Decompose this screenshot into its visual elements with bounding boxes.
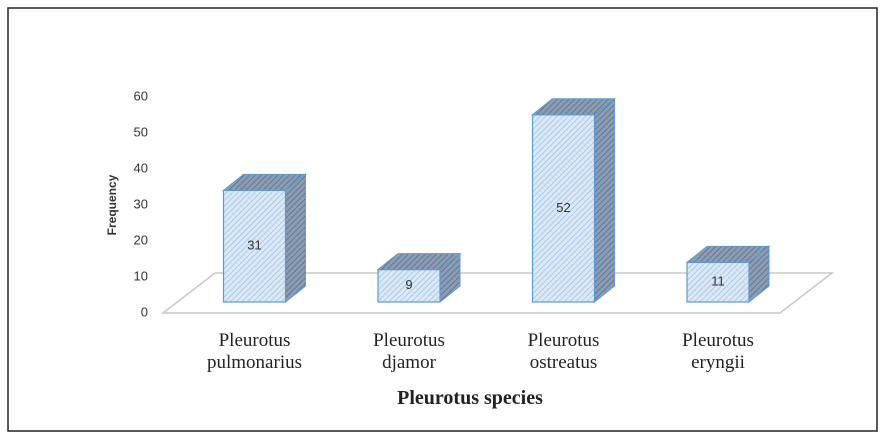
frame	[7, 7, 878, 432]
y-tick-label: 50	[134, 124, 148, 139]
bar-side	[439, 252, 461, 304]
data-label: 9	[405, 277, 412, 292]
y-tick-label: 30	[134, 196, 148, 211]
x-tick-label: Pleurotus ostreatus	[527, 330, 600, 373]
x-tick-label: Pleurotus djamor	[373, 330, 445, 373]
x-tick-label: Pleurotus eryngii	[682, 330, 754, 373]
y-tick-label: 40	[134, 160, 148, 175]
data-label: 31	[247, 238, 261, 253]
y-tick-label: 0	[141, 304, 148, 319]
floor	[160, 272, 835, 314]
bar-side	[594, 97, 615, 304]
y-axis-title: Frequency	[105, 174, 119, 235]
bar-side	[285, 173, 306, 304]
bar	[531, 114, 596, 303]
y-tick-label: 10	[134, 268, 148, 283]
data-label: 11	[711, 274, 725, 289]
bar	[222, 189, 287, 303]
y-tick-label: 20	[134, 232, 148, 247]
x-axis-title: Pleurotus species	[397, 387, 543, 409]
data-label: 52	[556, 200, 570, 215]
y-tick-label: 60	[134, 88, 148, 103]
x-tick-label: Pleurotus pulmonarius	[207, 330, 302, 373]
bar-side	[748, 245, 770, 304]
bar	[377, 269, 441, 303]
